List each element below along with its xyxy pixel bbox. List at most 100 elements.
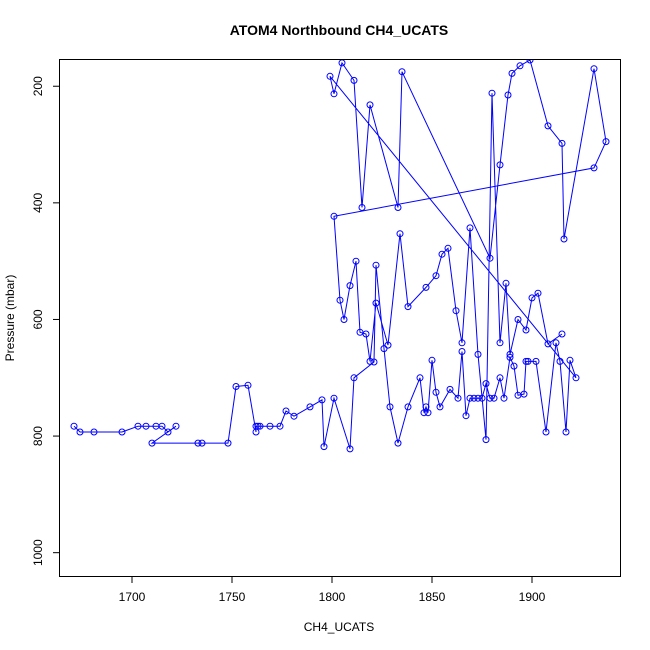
data-point [194, 439, 202, 447]
x-tick-label: 1750 [219, 590, 246, 604]
data-point [444, 244, 452, 252]
data-point [470, 394, 478, 402]
data-point [502, 279, 510, 287]
data-point [254, 422, 262, 430]
data-point [544, 122, 552, 130]
data-point [558, 139, 566, 147]
y-tick-label: 800 [31, 426, 45, 446]
data-point [516, 62, 524, 70]
data-point [282, 407, 290, 415]
data-point [560, 235, 568, 243]
data-point [320, 443, 328, 451]
data-point [466, 224, 474, 232]
data-point [452, 307, 460, 315]
x-tick-label: 1800 [319, 590, 346, 604]
data-point [490, 394, 498, 402]
y-tick-label: 600 [31, 309, 45, 329]
data-point [366, 101, 374, 109]
data-point [458, 339, 466, 347]
data-point [496, 339, 504, 347]
data-point [370, 358, 378, 366]
data-point [488, 89, 496, 97]
x-axis: 1700 1750 1800 1850 1900 [119, 576, 546, 604]
data-point [396, 230, 404, 238]
y-tick-label: 1000 [31, 539, 45, 566]
data-point [198, 439, 206, 447]
data-point [134, 422, 142, 430]
data-point [118, 428, 126, 436]
data-point [142, 422, 150, 430]
data-point [478, 394, 486, 402]
data-point [486, 254, 494, 262]
data-point [372, 261, 380, 269]
data-point [458, 348, 466, 355]
data-point [318, 396, 326, 404]
data-point [326, 72, 334, 80]
data-point [474, 350, 482, 358]
x-tick-label: 1900 [519, 590, 546, 604]
data-point [386, 403, 394, 411]
series-layer [70, 60, 610, 453]
data-point [366, 357, 374, 365]
data-point [520, 390, 528, 398]
data-point [510, 362, 518, 370]
data-point [336, 296, 344, 304]
data-point [532, 357, 540, 365]
data-point [244, 381, 252, 389]
data-point [266, 422, 274, 430]
data-point [496, 161, 504, 169]
data-point [544, 340, 552, 348]
data-point [380, 345, 388, 353]
data-point [534, 289, 542, 297]
data-point [330, 212, 338, 220]
data-point [552, 339, 560, 347]
data-point [566, 356, 574, 364]
data-point [172, 422, 180, 430]
data-point [428, 356, 436, 364]
y-tick-label: 400 [31, 193, 45, 213]
data-point [330, 90, 338, 98]
data-point [232, 383, 240, 390]
data-point [572, 374, 580, 382]
data-point [404, 403, 412, 411]
data-point [522, 357, 530, 365]
data-point [416, 374, 424, 382]
data-point [224, 439, 232, 447]
data-point [558, 330, 566, 338]
data-point [526, 60, 534, 64]
data-point [384, 341, 392, 349]
data-point [164, 428, 172, 436]
plot-frame [59, 59, 621, 577]
data-point [338, 60, 346, 67]
y-tick-label: 200 [31, 76, 45, 96]
data-point [446, 385, 454, 393]
data-point [486, 394, 494, 402]
data-point [422, 283, 430, 291]
data-point [436, 403, 444, 411]
data-point [514, 316, 522, 323]
data-point [506, 353, 514, 361]
data-point [276, 422, 284, 430]
data-point [556, 357, 564, 365]
data-point [432, 388, 440, 396]
data-point [340, 316, 348, 323]
data-point [256, 422, 264, 430]
data-point [500, 394, 508, 402]
data-point [602, 138, 610, 146]
data-point [148, 439, 156, 447]
data-point [290, 412, 298, 420]
data-point [346, 445, 354, 453]
data-point [482, 380, 490, 388]
data-point [398, 68, 406, 76]
x-tick-label: 1700 [119, 590, 146, 604]
data-point [506, 350, 514, 358]
data-point [542, 428, 550, 436]
data-point [562, 428, 570, 436]
data-point [350, 76, 358, 84]
data-point [372, 299, 380, 307]
y-axis-label: Pressure (mbar) [3, 275, 17, 362]
data-point [158, 422, 166, 430]
data-point [438, 250, 446, 258]
data-point [76, 428, 84, 436]
